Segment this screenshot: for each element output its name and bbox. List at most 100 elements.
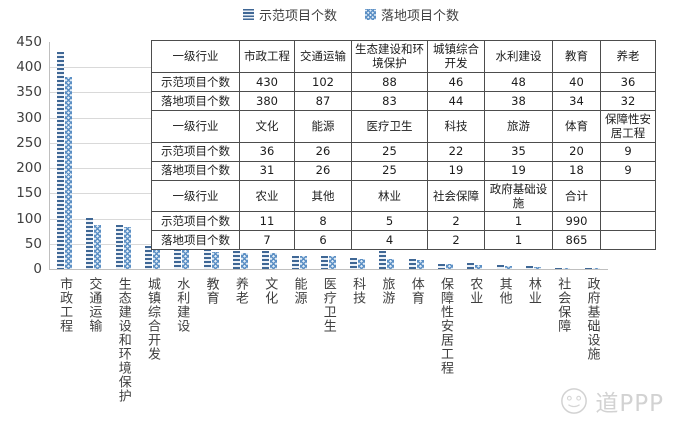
landed-projects-bar [123, 227, 131, 269]
table-cell: 交通运输 [294, 40, 352, 73]
table-cell: 26 [294, 141, 352, 162]
axis-line [49, 42, 50, 269]
panda-circle-logo-icon [561, 388, 588, 414]
table-cell: 9 [600, 141, 656, 162]
legend-item-demo-projects: 示范项目个数 [243, 5, 337, 24]
x-axis-label: 水利建设 [174, 277, 190, 333]
table-cell: 46 [427, 71, 485, 92]
landed-projects-bar [358, 259, 366, 269]
table-cell: 19 [484, 160, 553, 181]
table-cell: 22 [427, 141, 485, 162]
landed-projects-bar [240, 253, 248, 269]
y-axis-label: 300 [16, 109, 42, 126]
table-row: 落地项目个数 380 87 83 44 38 34 32 [151, 90, 656, 111]
landed-projects-bar [387, 259, 395, 269]
data-table: 一级行业 市政工程 交通运输 生态建设和环境保护 城镇综合开发 水利建设 教育 养老 示范项目个… [151, 40, 656, 251]
table-cell: 1 [484, 230, 553, 251]
x-axis-label: 科技 [350, 277, 366, 305]
table-cell: 38 [484, 90, 553, 111]
table-cell: 旅游 [484, 109, 553, 143]
x-axis-label: 社会保障 [555, 277, 571, 333]
watermark-text: 道PPP [595, 391, 664, 417]
x-axis-label: 体育 [408, 277, 424, 305]
x-axis-label: 保障性安居工程 [438, 277, 453, 375]
x-axis-label: 城镇综合开发 [145, 277, 160, 361]
table-row: 示范项目个数 36 26 25 22 35 20 9 [151, 141, 656, 162]
x-axis-label: 医疗卫生 [320, 277, 336, 333]
data-table-container: 一级行业 市政工程 交通运输 生态建设和环境保护 城镇综合开发 水利建设 教育 养老 示范项目个… [151, 40, 656, 251]
x-axis-label: 交通运输 [86, 277, 102, 333]
landed-projects-bar [65, 77, 73, 269]
table-cell: 1 [484, 211, 553, 232]
demo-projects-bar [496, 265, 504, 269]
table-cell: 一级行业 [151, 179, 240, 213]
table-cell: 430 [239, 71, 295, 92]
table-cell: 102 [294, 71, 352, 92]
x-axis-label: 政府基础设施 [584, 277, 600, 361]
table-cell: 8 [294, 211, 352, 232]
table-cell: 市政工程 [239, 40, 295, 73]
table-cell: 32 [600, 90, 656, 111]
table-cell: 83 [351, 90, 428, 111]
landed-projects-bar [182, 250, 190, 269]
x-axis-label: 教育 [203, 277, 219, 305]
demo-projects-bar [350, 258, 358, 269]
y-axis-label: 150 [16, 185, 42, 202]
demo-projects-bar [467, 263, 475, 269]
table-cell: 36 [600, 71, 656, 92]
table-row: 落地项目个数 7 6 4 2 1 865 [151, 230, 656, 251]
table-cell: 990 [552, 211, 601, 232]
table-cell: 26 [294, 160, 352, 181]
y-axis-label: 450 [16, 34, 42, 50]
table-row: 示范项目个数 430 102 88 46 48 40 36 [151, 71, 656, 92]
x-axis-label: 养老 [232, 277, 248, 305]
table-cell: 25 [351, 160, 428, 181]
table-cell [600, 230, 656, 251]
legend-label: 落地项目个数 [381, 9, 460, 24]
table-row: 落地项目个数 31 26 25 19 19 18 9 [151, 160, 656, 181]
table-cell: 2 [427, 211, 485, 232]
x-axis-label: 林业 [525, 277, 541, 305]
table-cell: 教育 [552, 40, 601, 73]
y-axis-label: 200 [16, 160, 42, 177]
table-cell: 18 [552, 160, 601, 181]
table-cell [600, 179, 656, 213]
landed-projects-bar [446, 264, 453, 269]
table-cell: 政府基础设施 [484, 179, 553, 213]
demo-projects-bar [203, 249, 211, 269]
legend-item-landed-projects: 落地项目个数 [365, 5, 459, 24]
demo-projects-bar [86, 218, 94, 269]
landed-projects-bar [299, 256, 307, 269]
table-cell: 落地项目个数 [151, 90, 240, 111]
table-cell: 能源 [294, 109, 352, 143]
table-cell: 落地项目个数 [151, 160, 240, 181]
x-axis-label: 文化 [262, 277, 278, 305]
landed-projects-bar [592, 268, 600, 269]
landed-projects-pattern-swatch-icon [365, 9, 377, 20]
table-cell: 48 [484, 71, 553, 92]
table-cell [600, 211, 656, 232]
table-cell: 医疗卫生 [351, 109, 428, 143]
x-axis-label: 农业 [467, 277, 483, 305]
table-cell: 25 [351, 141, 428, 162]
watermark: 道PPP [560, 384, 664, 418]
demo-projects-bar [232, 251, 240, 269]
x-axis-label: 旅游 [379, 277, 395, 305]
axis-line [49, 269, 608, 270]
y-axis-label: 100 [16, 210, 42, 227]
landed-projects-bar [270, 253, 278, 269]
landed-projects-bar [94, 225, 102, 269]
table-cell: 35 [484, 141, 553, 162]
table-cell: 城镇综合开发 [427, 40, 485, 73]
demo-projects-bar [438, 264, 445, 269]
table-cell: 养老 [600, 40, 656, 73]
table-row: 一级行业 市政工程 交通运输 生态建设和环境保护 城镇综合开发 水利建设 教育 养老 [151, 40, 656, 73]
demo-projects-bar [174, 245, 182, 269]
table-cell: 水利建设 [484, 40, 553, 73]
demo-projects-bar [57, 52, 65, 269]
table-cell: 44 [427, 90, 485, 111]
x-axis-label: 市政工程 [57, 277, 73, 333]
landed-projects-bar [533, 267, 541, 269]
y-axis-label: 400 [16, 59, 42, 76]
